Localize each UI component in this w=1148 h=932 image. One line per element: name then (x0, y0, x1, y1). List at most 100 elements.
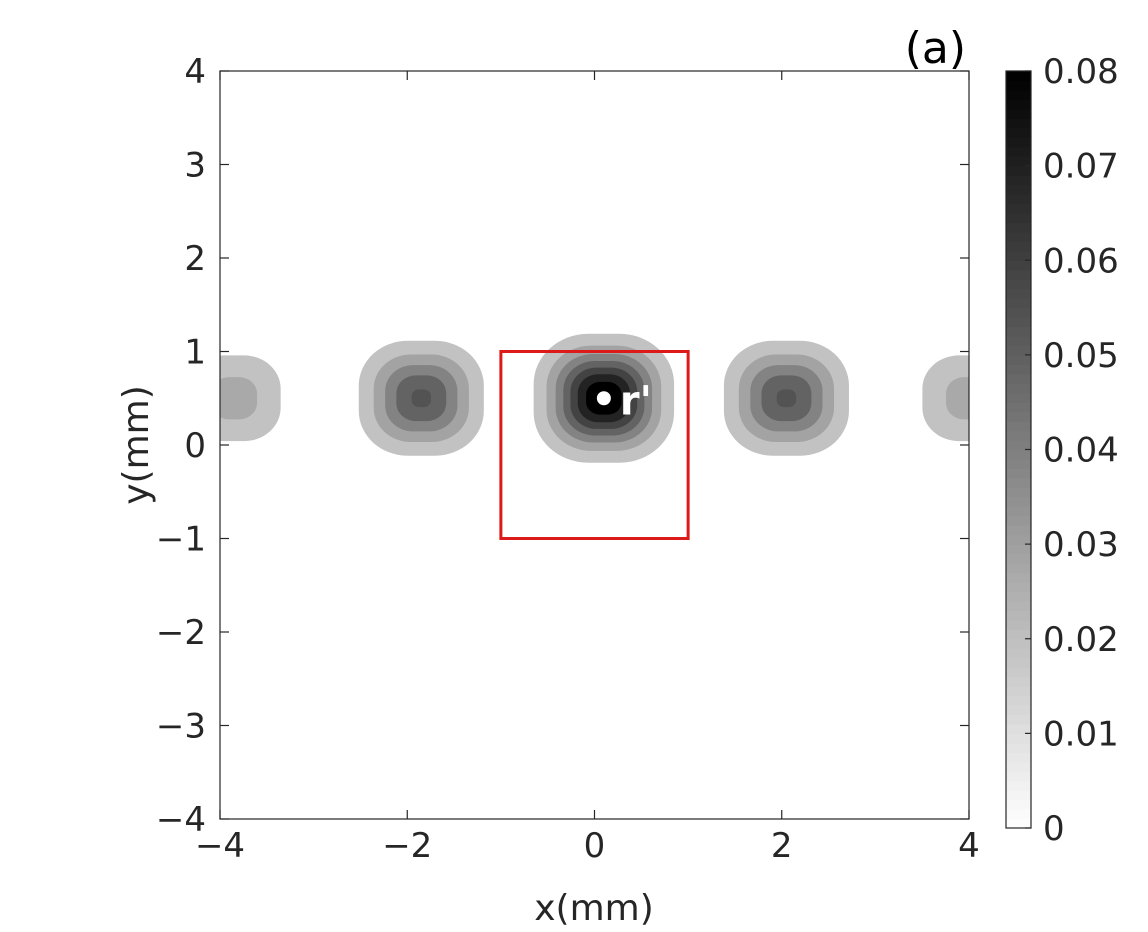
colorbar-segment (1006, 752, 1031, 763)
contour-band (411, 389, 431, 408)
colorbar-segment (1006, 591, 1031, 602)
colorbar-segment (1006, 771, 1031, 782)
colorbar-segment (1006, 525, 1031, 536)
colorbar-segment (1006, 638, 1031, 649)
colorbar-segment (1006, 127, 1031, 138)
colorbar-segment (1006, 203, 1031, 214)
colorbar-segment (1006, 619, 1031, 630)
colorbar-segment (1006, 468, 1031, 479)
colorbar-tick-label: 0.04 (1043, 431, 1119, 471)
colorbar-segment (1006, 544, 1031, 555)
colorbar-tick-label: 0.03 (1043, 525, 1119, 565)
colorbar-segment (1006, 222, 1031, 233)
colorbar-segment (1006, 458, 1031, 470)
contour-band (220, 377, 258, 420)
x-tick-label: −4 (195, 826, 245, 866)
colorbar-segment (1006, 723, 1031, 734)
colorbar-tick-label: 0 (1043, 809, 1065, 849)
colorbar-segment (1006, 563, 1031, 574)
source-point-marker (596, 391, 611, 406)
colorbar-segment (1006, 317, 1031, 328)
colorbar-tick-label: 0.06 (1043, 241, 1119, 281)
colorbar-segment (1006, 345, 1031, 356)
colorbar-segment (1006, 156, 1031, 167)
colorbar-segment (1006, 402, 1031, 413)
colorbar-segment (1006, 515, 1031, 526)
colorbar-segment (1006, 487, 1031, 498)
colorbar-segment (1006, 137, 1031, 148)
colorbar-segment (1006, 99, 1031, 110)
x-tick-label: 2 (771, 826, 793, 866)
colorbar-segment (1006, 600, 1031, 611)
y-tick-label: 4 (184, 52, 206, 92)
colorbar-segment (1006, 629, 1031, 640)
colorbar-segment (1006, 250, 1031, 261)
colorbar-segment (1006, 212, 1031, 223)
colorbar-segment (1006, 440, 1031, 451)
colorbar-segment (1006, 534, 1031, 545)
colorbar-segment (1006, 71, 1031, 82)
colorbar-segment (1006, 165, 1031, 176)
x-tick-label: 4 (958, 826, 980, 866)
colorbar-segment (1006, 326, 1031, 337)
colorbar-tick-label: 0.05 (1043, 336, 1119, 376)
colorbar-segment (1006, 288, 1031, 299)
colorbar-segment (1006, 383, 1031, 394)
colorbar-segment (1006, 80, 1031, 91)
colorbar-segment (1006, 241, 1031, 252)
colorbar-segment (1006, 667, 1031, 678)
y-tick-label: −3 (156, 707, 206, 747)
y-tick-label: 3 (184, 146, 206, 186)
contour-band (776, 389, 797, 408)
colorbar-segment (1006, 799, 1031, 810)
highlight-box (499, 350, 690, 540)
colorbar-segment (1006, 307, 1031, 318)
colorbar-segment (1006, 354, 1031, 365)
x-axis-label: x(mm) (534, 888, 654, 929)
colorbar-segment (1006, 686, 1031, 697)
colorbar-segment (1006, 742, 1031, 753)
colorbar-segment (1006, 184, 1031, 195)
colorbar-segment (1006, 421, 1031, 432)
x-axis-ticks: −4 −2 0 2 4 (195, 71, 980, 866)
colorbar-segment (1006, 496, 1031, 507)
x-tick-label: −2 (382, 826, 432, 866)
colorbar-segment (1006, 790, 1031, 801)
x-tick-label: 0 (584, 826, 606, 866)
colorbar-segment (1006, 108, 1031, 119)
colorbar-tick-label: 0.07 (1043, 147, 1119, 187)
colorbar-segment (1006, 761, 1031, 772)
colorbar-segment (1006, 572, 1031, 583)
colorbar-segment (1006, 175, 1031, 186)
colorbar-tick-label: 0.01 (1043, 714, 1119, 754)
colorbar-segment (1006, 581, 1031, 593)
colorbar-segment (1006, 477, 1031, 488)
colorbar-segment (1006, 231, 1031, 242)
colorbar-tick-label: 0.08 (1043, 52, 1119, 92)
colorbar-segment (1006, 89, 1031, 100)
contour-band (946, 377, 969, 420)
colorbar-segment (1006, 733, 1031, 744)
y-axis-label: y(mm) (116, 385, 157, 505)
y-tick-label: 2 (184, 239, 206, 279)
colorbar-segment (1006, 146, 1031, 157)
colorbar-segment (1006, 194, 1031, 205)
colorbar-segment (1006, 676, 1031, 687)
colorbar-segment (1006, 818, 1031, 829)
colorbar-segment (1006, 392, 1031, 403)
colorbar-segment (1006, 411, 1031, 422)
colorbar-tick-label: 0.02 (1043, 620, 1119, 660)
colorbar-segment (1006, 506, 1031, 517)
colorbar-segment (1006, 449, 1031, 460)
colorbar-segment (1006, 648, 1031, 659)
y-tick-label: 1 (184, 333, 206, 373)
colorbar-segment (1006, 430, 1031, 441)
colorbar-segment (1006, 714, 1031, 725)
y-tick-label: −1 (156, 520, 206, 560)
panel-label: (a) (905, 23, 966, 74)
source-point-label: r' (620, 378, 652, 424)
y-axis-ticks: −4 −3 −2 −1 0 1 2 3 4 (156, 52, 969, 840)
y-tick-label: −4 (156, 800, 206, 840)
colorbar-segment (1006, 704, 1031, 716)
